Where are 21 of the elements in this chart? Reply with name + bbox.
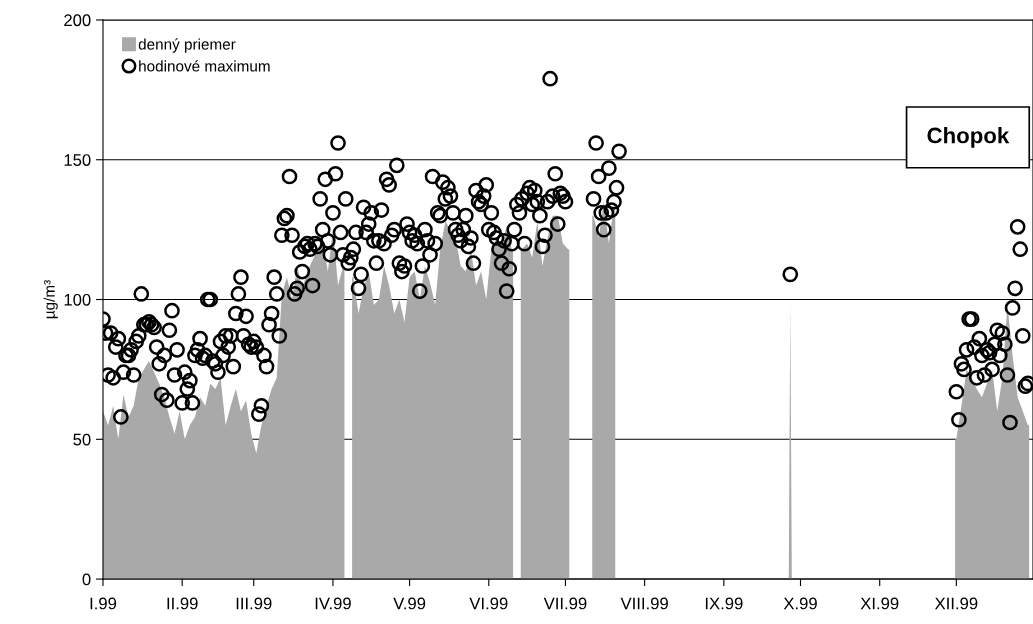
x-tick-label: IV.99 <box>315 597 351 610</box>
x-tick-label: VI.99 <box>469 597 508 610</box>
y-axis-title: µg/m³ <box>43 280 58 319</box>
x-tick-label: XI.99 <box>860 597 899 610</box>
x-tick-label: II.99 <box>167 597 198 610</box>
x-tick-label: VII.99 <box>543 597 587 610</box>
legend-label: denný priemer <box>138 38 236 53</box>
y-tick-label: 200 <box>64 14 91 27</box>
x-tick-label: III.99 <box>236 597 272 610</box>
x-tick-label: V.99 <box>393 597 426 610</box>
annotation: Chopok <box>927 127 1010 148</box>
y-tick-label: 100 <box>64 293 91 306</box>
y-tick-label: 50 <box>73 433 91 446</box>
x-tick-label: IX.99 <box>705 597 743 610</box>
y-tick-label: 150 <box>64 154 91 166</box>
x-tick-label: XII.99 <box>934 597 978 610</box>
x-tick-label: X.99 <box>783 597 817 610</box>
y-tick-label: 0 <box>82 573 91 586</box>
legend-label: hodinové maximum <box>139 60 270 72</box>
x-tick-label: I.99 <box>90 597 117 610</box>
x-tick-label: VIII.99 <box>620 597 668 610</box>
